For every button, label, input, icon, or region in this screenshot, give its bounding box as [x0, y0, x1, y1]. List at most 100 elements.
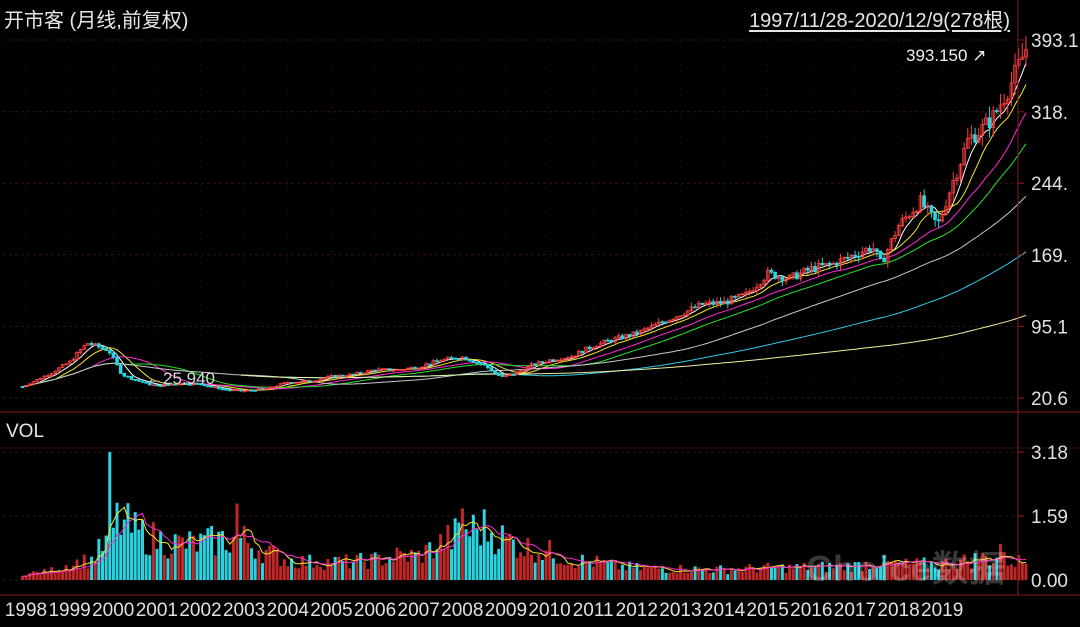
candle-body: [435, 360, 439, 363]
candle-body: [784, 278, 788, 282]
volume-bar: [464, 529, 468, 580]
last-price-value: 393.150: [906, 46, 968, 65]
volume-bar: [646, 567, 650, 580]
candle-body: [358, 372, 363, 374]
x-tick-label: 2013: [659, 600, 701, 621]
candle-body: [689, 306, 694, 312]
candle-body: [377, 368, 381, 372]
volume-bar: [962, 554, 966, 580]
volume-bar: [591, 566, 595, 580]
min-price-value: 25.940: [163, 369, 215, 388]
candle-body: [915, 211, 919, 213]
candle-body: [624, 334, 628, 340]
candle-body: [511, 373, 516, 376]
volume-bar: [115, 502, 119, 580]
candle-body: [493, 370, 497, 374]
volume-bar: [271, 545, 275, 580]
candle-body: [231, 389, 236, 392]
volume-bar: [806, 570, 810, 580]
candle-body: [925, 205, 930, 208]
candle-body: [980, 124, 985, 137]
volume-bar: [388, 556, 392, 580]
volume-bar: [137, 529, 141, 580]
volume-bar: [653, 565, 657, 580]
candle-body: [169, 383, 174, 386]
price-tick-label: 95.1: [1031, 317, 1068, 338]
volume-bar: [268, 545, 272, 580]
volume-bar: [846, 563, 850, 580]
candle-body: [180, 382, 185, 385]
volume-bar: [144, 554, 148, 580]
min-price-annotation: ←25.940: [146, 369, 215, 389]
candle-body: [1013, 64, 1017, 84]
candle-body: [722, 300, 726, 304]
volume-bar: [97, 538, 101, 580]
volume-bar: [93, 561, 97, 580]
volume-bar: [686, 572, 690, 580]
volume-bar: [326, 558, 330, 580]
candle-body: [802, 267, 806, 274]
volume-bar: [170, 553, 174, 580]
volume-bar: [766, 562, 770, 580]
grid-lines: [3, 39, 1018, 581]
candle-body: [678, 315, 683, 318]
volume-bar: [450, 549, 454, 580]
volume-bar: [442, 549, 446, 580]
candle-body: [1005, 98, 1010, 104]
candle-body: [137, 379, 141, 382]
candle-body: [235, 389, 239, 392]
volume-bar: [929, 561, 933, 580]
volume-bar: [264, 549, 268, 580]
volume-bar: [740, 571, 744, 580]
price-ma-line: [22, 143, 1027, 388]
volume-bar: [417, 550, 421, 580]
candle-body: [740, 293, 745, 296]
candle-body: [984, 117, 988, 125]
volume-bar: [839, 563, 843, 580]
volume-bar: [624, 570, 628, 580]
volume-bar: [999, 543, 1003, 580]
volume-bar: [908, 563, 912, 580]
volume-bar: [944, 558, 948, 580]
candle-body: [540, 361, 545, 364]
candle-body: [100, 346, 105, 349]
volume-bar: [275, 549, 279, 580]
candle-body: [656, 321, 661, 325]
volume-bar: [748, 564, 752, 580]
volume-bar: [486, 541, 490, 580]
candle-body: [107, 350, 112, 354]
volume-bar: [330, 565, 334, 580]
candle-body: [166, 384, 170, 386]
volume-bar: [130, 532, 134, 580]
candle-body: [660, 321, 665, 324]
volume-bar: [882, 555, 886, 580]
volume-bar: [213, 555, 217, 580]
candle-body: [42, 375, 47, 379]
chart-title: 开市客 (月线,前复权): [4, 10, 189, 32]
candle-body: [427, 363, 432, 366]
volume-bar: [969, 568, 973, 580]
candle-body: [569, 356, 574, 359]
volume-bar: [370, 553, 374, 580]
volume-bar: [824, 571, 828, 580]
x-tick-label: 2003: [223, 600, 265, 621]
candle-body: [271, 386, 276, 389]
volume-bar: [86, 568, 90, 580]
candle-body: [576, 350, 581, 357]
candle-body: [307, 380, 312, 383]
volume-bar: [453, 518, 457, 580]
candle-body: [140, 380, 145, 383]
volume-bar: [373, 552, 377, 580]
volume-bar: [919, 560, 923, 580]
volume-bar: [657, 568, 661, 580]
candle-body: [424, 363, 428, 368]
volume-bar: [399, 551, 403, 580]
volume-bar: [726, 574, 730, 580]
volume-bar: [729, 569, 733, 580]
candle-body: [849, 254, 854, 258]
candle-body: [580, 350, 585, 354]
candle-body: [696, 302, 701, 308]
candle-body: [976, 135, 981, 143]
candle-body: [929, 205, 934, 213]
volume-bar: [1020, 562, 1024, 580]
